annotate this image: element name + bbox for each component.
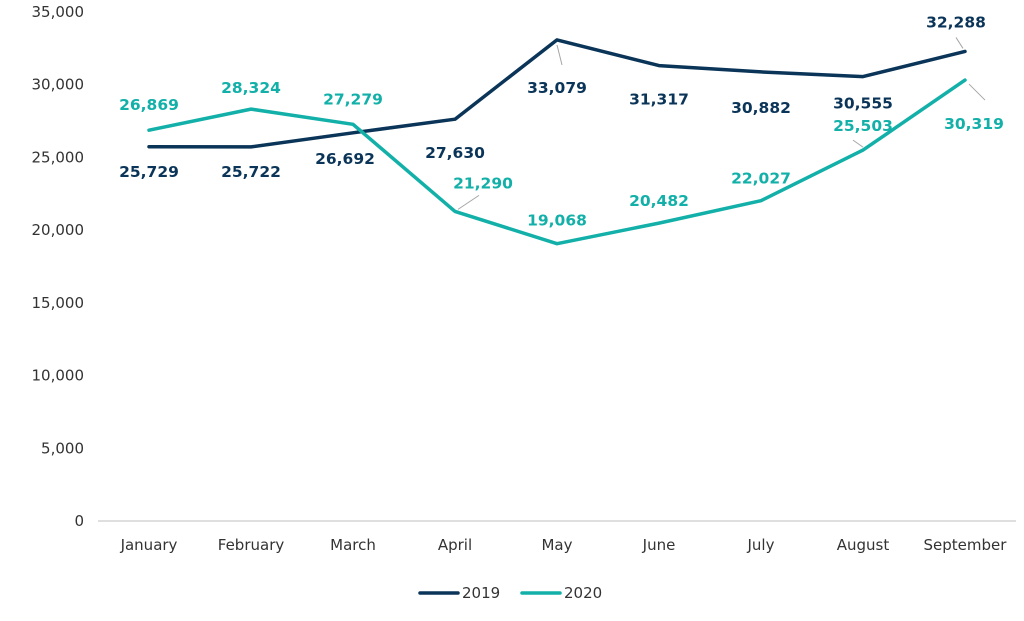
series-line-2020	[147, 78, 967, 246]
y-tick-label: 30,000	[32, 76, 85, 94]
x-tick-label: May	[541, 536, 572, 554]
data-label-2019: 30,555	[833, 95, 893, 113]
y-tick-label: 25,000	[32, 148, 85, 166]
leader-line	[556, 44, 563, 66]
series-lines	[147, 38, 967, 246]
series-line-2019	[147, 38, 967, 149]
x-tick-label: August	[837, 536, 890, 554]
legend: 2019 2020	[418, 584, 602, 602]
data-label-2020: 27,279	[323, 90, 383, 108]
x-tick-label: September	[924, 536, 1008, 554]
data-label-2019: 30,882	[731, 99, 791, 117]
data-label-2019: 32,288	[926, 13, 986, 31]
data-label-2019: 33,079	[527, 79, 587, 97]
y-tick-label: 10,000	[32, 367, 85, 385]
data-label-2019: 25,729	[119, 163, 179, 181]
x-tick-label: April	[438, 536, 472, 554]
data-label-2019: 25,722	[221, 163, 281, 181]
y-tick-label: 5,000	[41, 439, 84, 457]
x-tick-label: February	[218, 536, 285, 554]
data-label-2019: 31,317	[629, 91, 689, 109]
x-tick-label: July	[747, 536, 775, 554]
legend-label-2019: 2019	[462, 584, 500, 602]
data-label-2020: 28,324	[221, 79, 281, 97]
leader-line	[955, 37, 964, 49]
y-tick-label: 15,000	[32, 294, 85, 312]
data-label-2019: 26,692	[315, 150, 375, 168]
x-tick-label: March	[330, 536, 376, 554]
y-tick-label: 0	[74, 512, 84, 530]
leader-line	[852, 139, 864, 148]
data-label-2020: 22,027	[731, 170, 791, 188]
leader-line	[968, 83, 986, 101]
data-label-2019: 27,630	[425, 144, 485, 162]
data-labels: 25,729 25,722 26,692 27,630 33,079 31,317 30,8…	[119, 13, 1004, 229]
y-tick-label: 20,000	[32, 221, 85, 239]
legend-label-2020: 2020	[564, 584, 602, 602]
data-label-2020: 19,068	[527, 212, 587, 230]
y-axis-labels: 0 5,000 10,000 15,000 20,000 25,000 30,000 35,0…	[32, 3, 85, 530]
data-label-2020: 30,319	[944, 115, 1004, 133]
data-label-2020: 26,869	[119, 96, 179, 114]
data-label-2020: 21,290	[453, 174, 513, 192]
data-label-2020: 20,482	[629, 192, 689, 210]
y-tick-label: 35,000	[32, 3, 85, 21]
leader-line	[457, 194, 480, 210]
leader-lines	[457, 37, 986, 210]
x-tick-label: June	[642, 536, 676, 554]
data-label-2020: 25,503	[833, 117, 893, 135]
x-axis-labels: January February March April May June July Augu…	[120, 536, 1008, 554]
x-tick-label: January	[120, 536, 178, 554]
